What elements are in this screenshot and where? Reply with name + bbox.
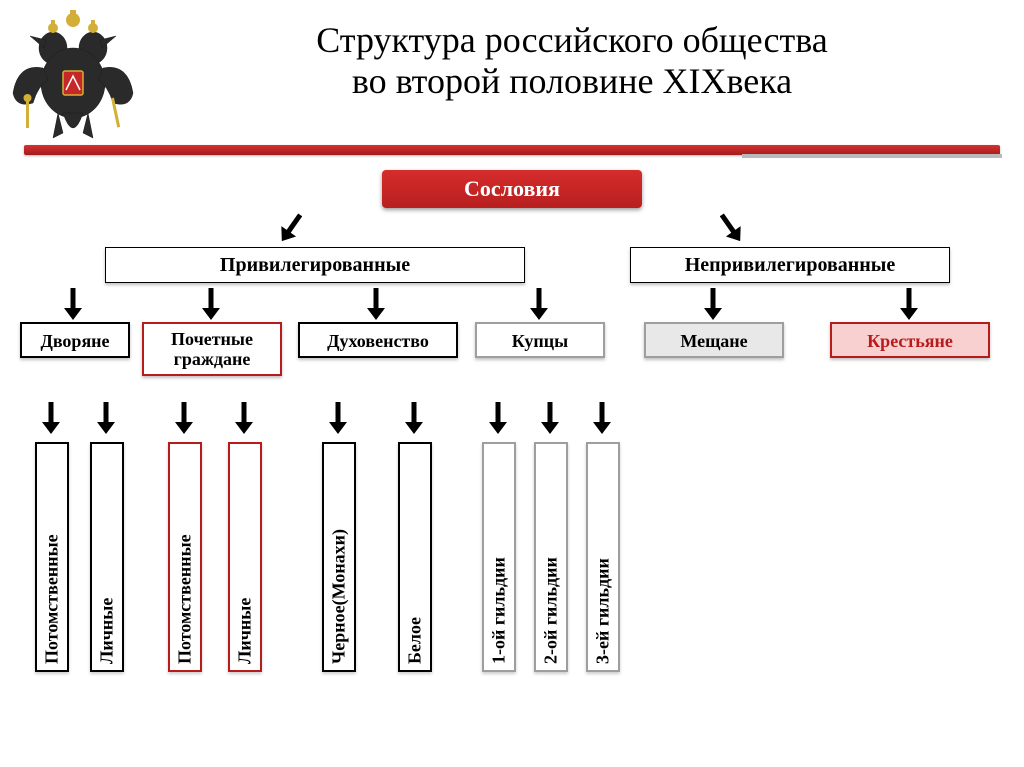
arrow-l1-3 [528,286,550,322]
arrow-l2-7 [539,400,561,436]
arrow-l2-2 [173,400,195,436]
root-estates: Сословия [382,170,642,208]
title-underline [24,145,1000,155]
arrow-l2-3 [233,400,255,436]
arrow-l1-1 [200,286,222,322]
arrow-l1-0 [62,286,84,322]
sub-label-black: Черное(Монахи) [328,450,350,664]
arrow-l1-4 [702,286,724,322]
arrow-l2-6 [487,400,509,436]
arrow-root-1 [720,210,742,246]
estate-clergy: Духовенство [298,322,458,358]
estate-peasants: Крестьяне [830,322,990,358]
sub-label-guild3: 3-ей гильдии [592,450,614,664]
sub-label-guild1: 1-ой гильдии [488,450,510,664]
estate-merchants: Купцы [475,322,605,358]
arrow-l2-4 [327,400,349,436]
arrow-l2-1 [95,400,117,436]
arrow-l2-0 [40,400,62,436]
estate-honored: Почетныеграждане [142,322,282,376]
arrow-l2-5 [403,400,425,436]
estate-meshane: Мещане [644,322,784,358]
sub-label-hereditary: Потомственные [41,450,63,664]
arrow-l1-5 [898,286,920,322]
privileged-box: Привилегированные [105,247,525,283]
estate-nobles: Дворяне [20,322,130,358]
sub-label-personal2: Личные [234,450,256,664]
sub-label-white: Белое [404,450,426,664]
arrow-l2-8 [591,400,613,436]
russian-emblem [8,8,138,148]
title-line-2: во второй половине XIXвека [352,61,792,101]
arrow-root-0 [280,210,302,246]
unprivileged-box: Непривилегированные [630,247,950,283]
arrow-l1-2 [365,286,387,322]
sub-label-hereditary2: Потомственные [174,450,196,664]
page-title: Структура российского общества во второй… [150,20,994,103]
title-line-1: Структура российского общества [316,20,828,60]
sub-label-personal: Личные [96,450,118,664]
sub-label-guild2: 2-ой гильдии [540,450,562,664]
